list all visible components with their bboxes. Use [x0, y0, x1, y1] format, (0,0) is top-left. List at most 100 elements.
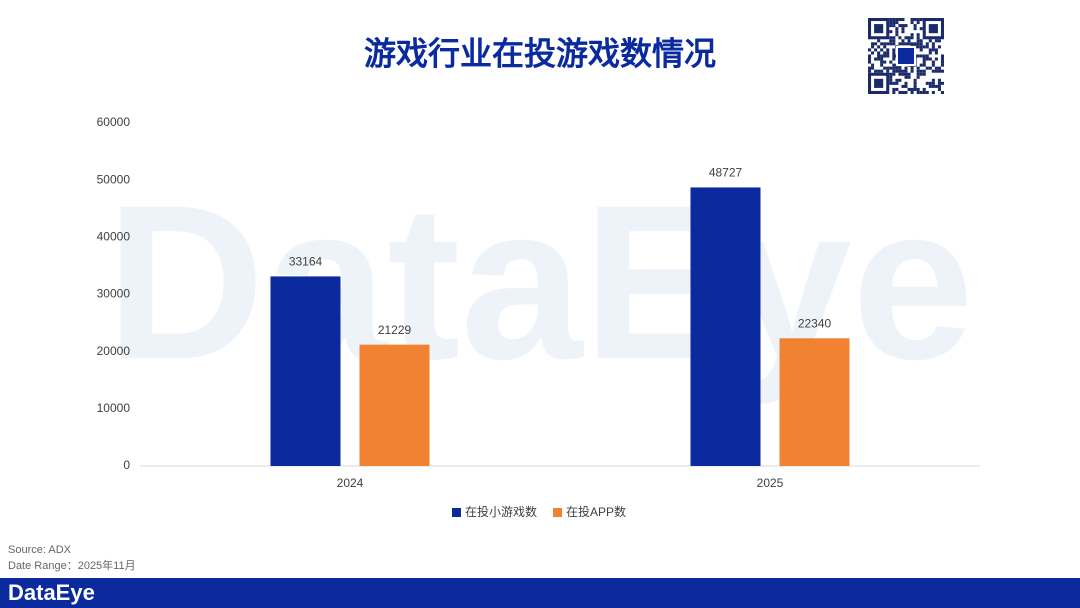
qr-cell [898, 36, 902, 40]
qr-cell [895, 66, 899, 70]
qr-cell [901, 72, 905, 76]
qr-cell [892, 72, 896, 76]
qr-cell [910, 21, 914, 25]
qr-cell [892, 48, 896, 52]
qr-cell [919, 42, 923, 46]
qr-cell [937, 87, 941, 91]
qr-cell [868, 60, 872, 64]
qr-cell [916, 54, 920, 58]
qr-cell [892, 36, 896, 40]
qr-cell [889, 30, 893, 34]
qr-cell [922, 87, 926, 91]
qr-finder [874, 78, 884, 88]
qr-cell [922, 54, 926, 58]
qr-cell [937, 45, 941, 49]
qr-cell [922, 72, 926, 76]
qr-cell [871, 42, 875, 46]
qr-cell [889, 39, 893, 43]
qr-finder [928, 24, 938, 34]
qr-cell [925, 42, 929, 46]
qr-cell [910, 69, 914, 73]
y-tick-label: 10000 [97, 401, 131, 415]
qr-cell [901, 39, 905, 43]
qr-cell [910, 90, 914, 94]
qr-cell [880, 69, 884, 73]
qr-cell [925, 54, 929, 58]
x-tick-label: 2024 [337, 476, 364, 490]
qr-cell [880, 63, 884, 67]
data-label: 22340 [798, 316, 832, 330]
qr-cell [916, 90, 920, 94]
qr-cell [901, 42, 905, 46]
qr-cell [889, 18, 893, 22]
qr-cell [916, 33, 920, 37]
qr-cell [928, 48, 932, 52]
data-label: 48727 [709, 166, 743, 180]
qr-cell [925, 90, 929, 94]
chart-title: 游戏行业在投游戏数情况 [364, 35, 716, 71]
qr-cell [880, 54, 884, 58]
qr-cell [919, 90, 923, 94]
legend-swatch [452, 508, 461, 517]
qr-cell [904, 42, 908, 46]
qr-cell [919, 27, 923, 31]
qr-cell [913, 81, 917, 85]
qr-cell [937, 84, 941, 88]
legend-swatch [553, 508, 562, 517]
qr-cell [892, 24, 896, 28]
qr-cell [904, 66, 908, 70]
qr-cell [874, 42, 878, 46]
qr-cell [898, 42, 902, 46]
qr-cell [928, 39, 932, 43]
qr-cell [931, 78, 935, 82]
qr-cell [883, 66, 887, 70]
legend-label: 在投小游戏数 [465, 504, 537, 519]
source: Source: ADX [8, 544, 72, 556]
qr-cell [868, 69, 872, 73]
qr-cell [913, 42, 917, 46]
qr-cell [892, 21, 896, 25]
qr-cell [892, 54, 896, 58]
qr-cell [880, 42, 884, 46]
qr-cell [940, 60, 944, 64]
qr-cell [901, 30, 905, 34]
qr-cell [940, 90, 944, 94]
qr-cell [937, 81, 941, 85]
qr-cell [934, 84, 938, 88]
footer-band [0, 578, 1080, 608]
qr-cell [940, 57, 944, 61]
qr-cell [907, 72, 911, 76]
qr-cell [895, 81, 899, 85]
qr-cell [931, 60, 935, 64]
qr-cell [886, 51, 890, 55]
qr-cell [922, 45, 926, 49]
qr-cell [892, 90, 896, 94]
qr-cell [913, 87, 917, 91]
qr-cell [919, 72, 923, 76]
brand-logo: DataEye [8, 580, 95, 605]
qr-cell [904, 75, 908, 79]
qr-cell [895, 21, 899, 25]
qr-cell [931, 69, 935, 73]
qr-cell [907, 87, 911, 91]
qr-cell [934, 48, 938, 52]
qr-cell [919, 69, 923, 73]
qr-cell [904, 81, 908, 85]
qr-cell [901, 84, 905, 88]
qr-cell [895, 27, 899, 31]
qr-cell [892, 18, 896, 22]
qr-cell [928, 66, 932, 70]
qr-cell [886, 66, 890, 70]
qr-cell [916, 69, 920, 73]
qr-cell [925, 45, 929, 49]
qr-cell [886, 42, 890, 46]
x-tick-label: 2025 [757, 476, 784, 490]
qr-cell [889, 78, 893, 82]
qr-cell [895, 33, 899, 37]
qr-cell [916, 87, 920, 91]
qr-cell [937, 39, 941, 43]
qr-cell [931, 81, 935, 85]
qr-cell [889, 75, 893, 79]
